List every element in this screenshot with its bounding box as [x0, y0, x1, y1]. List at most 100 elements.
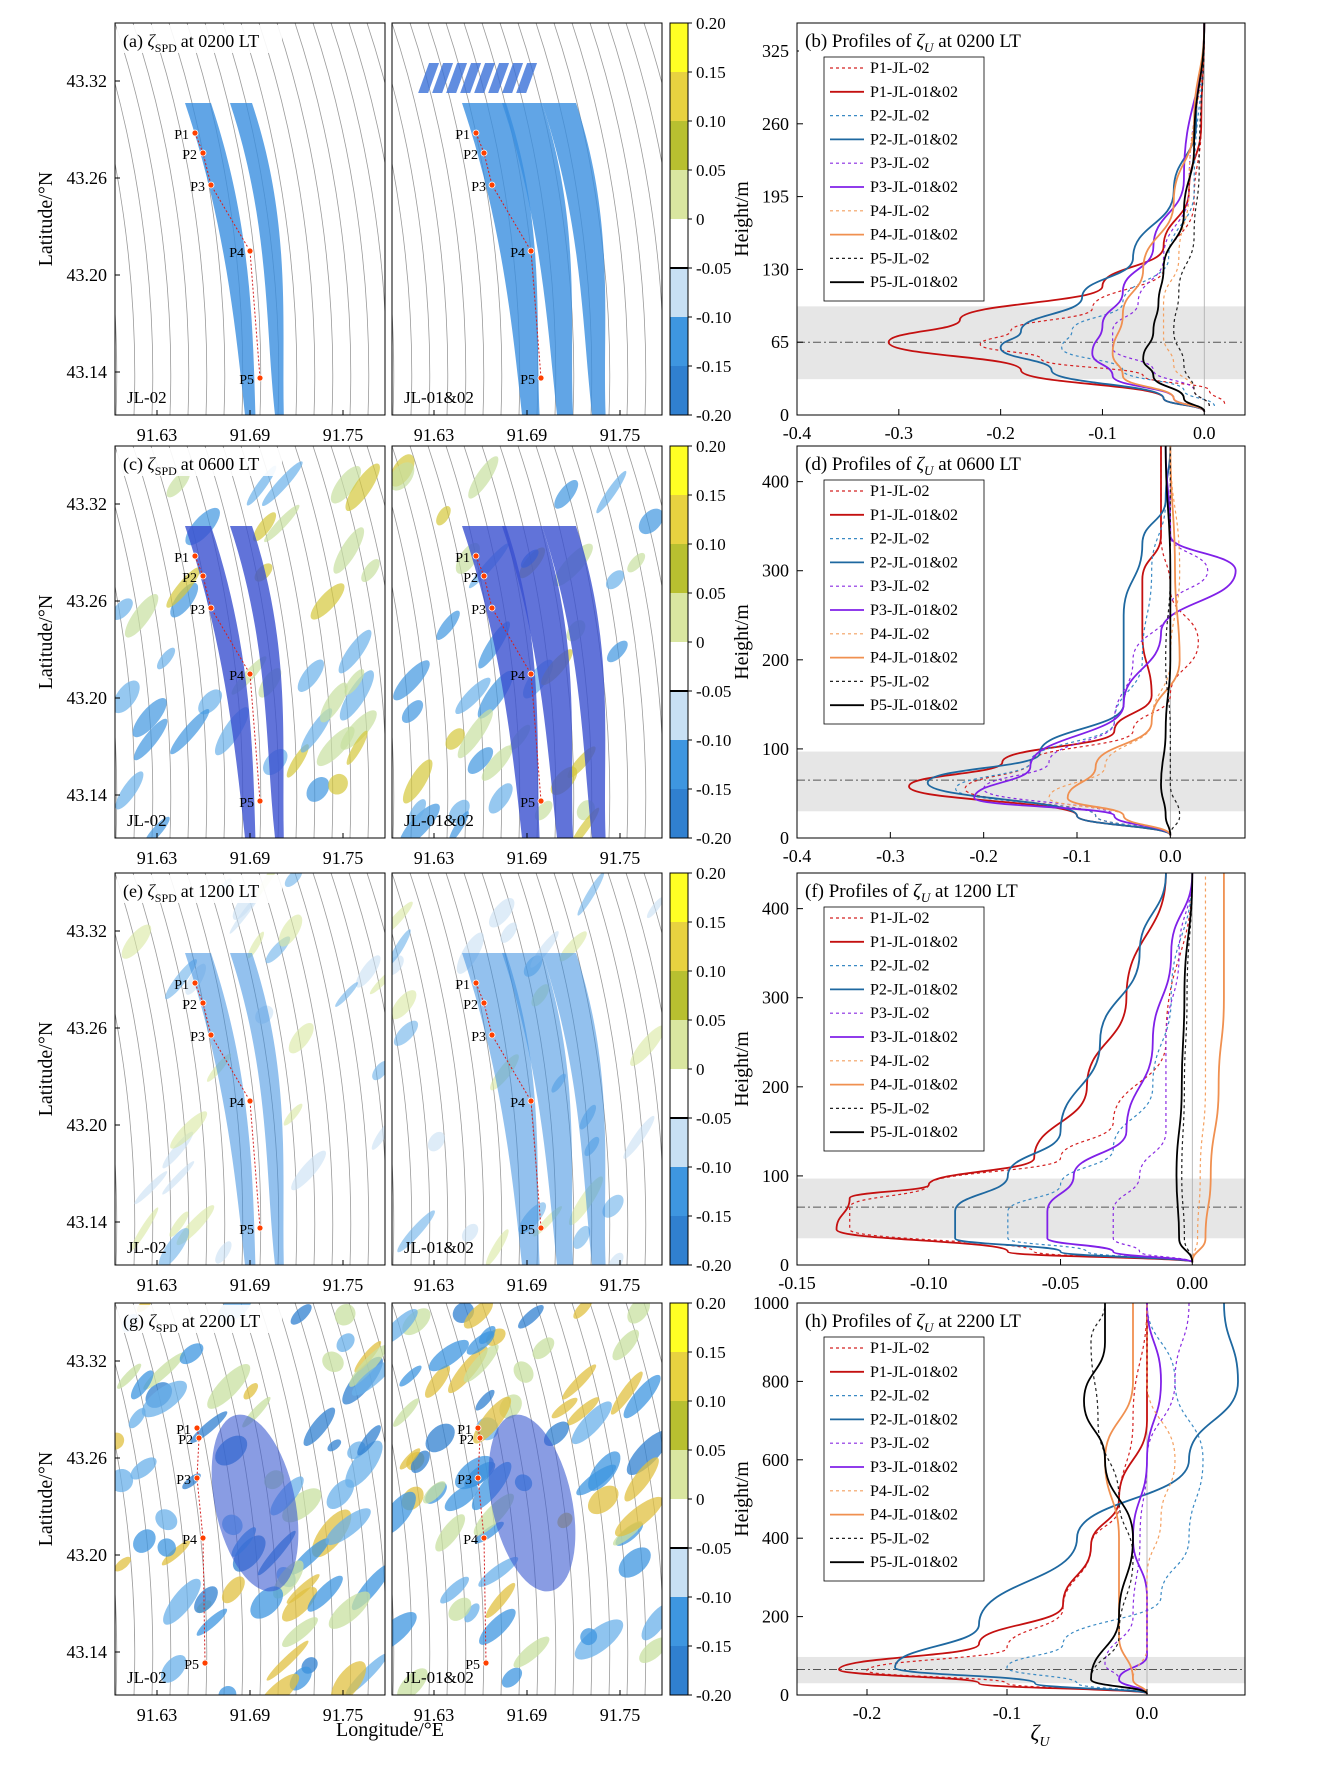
- colorbar-tick-label: 0.10: [696, 962, 726, 981]
- vorticity-patch: [554, 479, 579, 509]
- colorbar-tick-label: -0.05: [696, 682, 731, 701]
- vorticity-patch: [258, 1673, 300, 1695]
- colorbar-tick-label: 0.20: [696, 1294, 726, 1313]
- streamline: [330, 873, 385, 1171]
- lon-tick-label: 91.75: [323, 1705, 364, 1725]
- y-tick-label: 300: [762, 988, 789, 1008]
- legend-box: [823, 1336, 985, 1582]
- point-label-p5: P5: [520, 373, 535, 388]
- point-marker: [191, 552, 199, 560]
- legend-entry: P4-JL-01&02: [870, 1077, 958, 1094]
- streamline: [392, 306, 395, 415]
- colorbar-segment: [670, 971, 688, 1021]
- colorbar-tick-label: -0.20: [696, 406, 731, 425]
- vorticity-patch: [488, 898, 515, 928]
- series-line-p2-jl-02: [1006, 1303, 1204, 1695]
- legend: P1-JL-02 P1-JL-01&02 P2-JL-02 P2-JL-01&02 P3…: [823, 906, 985, 1152]
- point-marker: [199, 149, 207, 157]
- streamline: [240, 23, 298, 415]
- streamline: [571, 873, 629, 1265]
- vorticity-patch: [282, 1617, 318, 1648]
- streamline: [294, 446, 352, 838]
- series-line-p2-jl-02: [955, 446, 1171, 836]
- lon-tick-label: 91.69: [230, 1275, 271, 1295]
- streamline: [571, 23, 629, 415]
- streamline: [392, 504, 431, 838]
- lon-tick-label: 91.63: [414, 1705, 455, 1725]
- streamline: [115, 161, 136, 415]
- legend-entry: P3-JL-02: [870, 1435, 930, 1452]
- legend-entry: P1-JL-02: [870, 483, 930, 500]
- vorticity-patch: [534, 800, 553, 821]
- wake-band: [502, 526, 573, 838]
- vorticity-patch: [345, 1440, 383, 1488]
- vorticity-patch: [163, 1578, 201, 1625]
- transect-line: [194, 132, 261, 379]
- point-label-p5: P5: [239, 373, 254, 388]
- legend-entry: P5-JL-01&02: [870, 697, 958, 714]
- vorticity-patch: [425, 1423, 455, 1453]
- vorticity-patch: [297, 659, 325, 692]
- streamline: [132, 446, 190, 838]
- x-tick-label: -0.2: [969, 846, 998, 866]
- streamline: [168, 23, 226, 415]
- colorbar-tick-label: -0.15: [696, 1207, 731, 1226]
- y-tick-label: 200: [762, 650, 789, 670]
- colorbar-tick-label: -0.15: [696, 1637, 731, 1656]
- series-line-p4-jl-02: [1048, 446, 1181, 836]
- streamline: [409, 23, 467, 415]
- vorticity-patch: [346, 730, 368, 765]
- legend-box: [823, 56, 985, 302]
- streamline: [625, 446, 662, 589]
- streamline: [392, 931, 431, 1265]
- vorticity-patch: [500, 922, 518, 943]
- lon-tick-label: 91.69: [230, 425, 271, 445]
- lat-tick-label: 43.14: [67, 1642, 108, 1662]
- vorticity-patch: [336, 1333, 355, 1352]
- wake-region: [185, 103, 284, 415]
- streamline: [607, 446, 662, 744]
- profile-title-bg: [799, 1305, 1084, 1333]
- map-ylabel: Latitude/°N: [35, 172, 57, 267]
- point-marker: [193, 1474, 201, 1482]
- streamline: [258, 873, 316, 1265]
- y-tick-label: 260: [762, 114, 789, 134]
- point-label-p1: P1: [174, 978, 189, 993]
- point-marker: [480, 1534, 488, 1542]
- legend-box: [823, 906, 985, 1152]
- point-marker: [191, 129, 199, 137]
- point-marker: [199, 1534, 207, 1542]
- point-label-p4: P4: [229, 1096, 244, 1111]
- series-line-p4-jl-01-02: [1104, 1303, 1148, 1695]
- transect-line: [475, 982, 542, 1229]
- lon-tick-label: 91.69: [507, 425, 548, 445]
- vorticity-patch: [562, 1364, 597, 1400]
- colorbar-segment: [670, 1352, 688, 1402]
- colorbar-segment: [670, 922, 688, 972]
- streamline: [625, 1303, 662, 1446]
- streamline: [115, 23, 172, 415]
- point-marker: [191, 979, 199, 987]
- turbine-wake: [446, 63, 468, 93]
- series-group: [908, 446, 1237, 837]
- map-panel-jl-02: P1 P2 P3 P4 P5 JL-02: [114, 445, 386, 839]
- streamline: [392, 23, 449, 415]
- streamline: [607, 23, 662, 321]
- vorticity-patch: [371, 1121, 385, 1150]
- point-marker: [472, 979, 480, 987]
- colorbar-tick-label: 0.20: [696, 864, 726, 883]
- vorticity-patch: [571, 1401, 612, 1445]
- vorticity-patch: [436, 610, 460, 640]
- streamline: [150, 23, 208, 415]
- vorticity-patch: [328, 1591, 371, 1629]
- vorticity-patch: [627, 552, 646, 573]
- vorticity-patch: [392, 462, 415, 491]
- vorticity-patch: [262, 461, 303, 507]
- colorbar-segment: [670, 691, 688, 741]
- point-marker: [472, 129, 480, 137]
- colorbar-segment: [670, 1450, 688, 1500]
- vorticity-patch: [614, 1496, 662, 1537]
- streamline: [150, 446, 208, 838]
- profile-title: (h) Profiles of ζU at 2200 LT: [805, 1311, 1021, 1335]
